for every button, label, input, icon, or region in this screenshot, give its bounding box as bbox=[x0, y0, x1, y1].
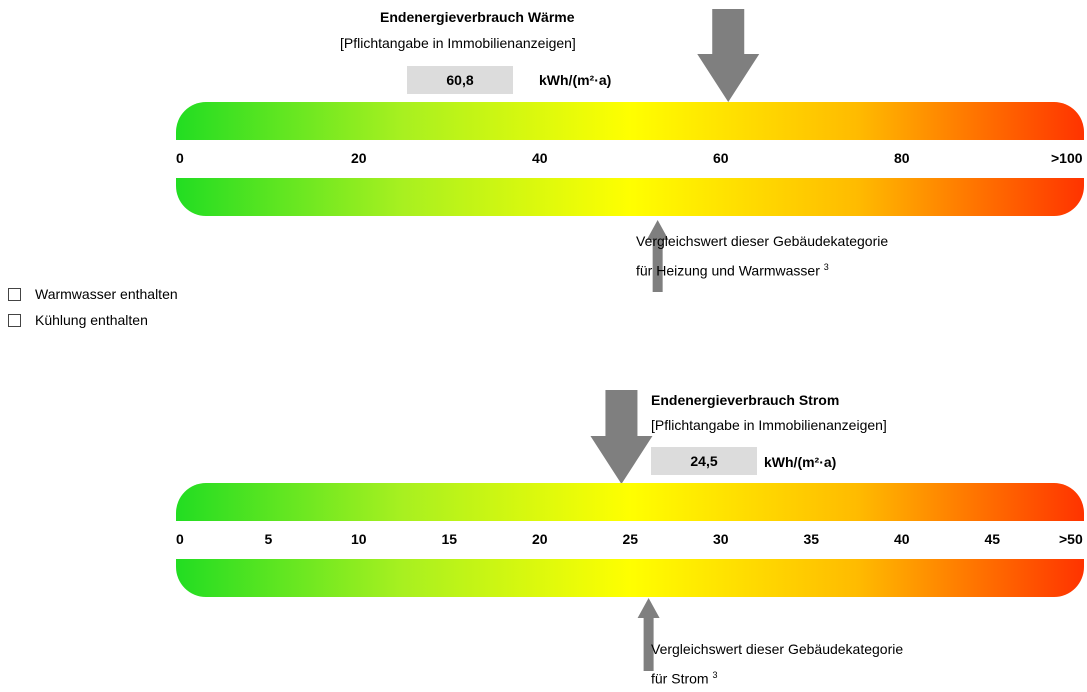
chart1-comparison-footnote: 3 bbox=[823, 262, 829, 272]
chart2-comparison-line2-wrap: für Strom 3 bbox=[651, 662, 903, 692]
chart1-value-box: 60,8 bbox=[407, 66, 513, 94]
chart2-scale-bar-top bbox=[176, 483, 1084, 521]
chart2-tick-label: 10 bbox=[351, 531, 367, 547]
chart2-tick-label: 20 bbox=[532, 531, 548, 547]
chart1-tick-label: 40 bbox=[532, 150, 548, 166]
chart2-tick-label: 15 bbox=[441, 531, 458, 547]
chart1-tick-label: 60 bbox=[713, 150, 729, 166]
checkbox-kuehlung[interactable]: Kühlung enthalten bbox=[8, 312, 148, 328]
chart1-tick-label: >100 bbox=[1051, 150, 1083, 166]
chart2-comparison-line2: für Strom bbox=[651, 670, 709, 687]
chart2-comparison-label: Vergleichswert dieser Gebäudekategorie f… bbox=[651, 636, 903, 692]
chart1-comparison-line2-wrap: für Heizung und Warmwasser 3 bbox=[636, 254, 888, 284]
chart2-title: Endenergieverbrauch Strom bbox=[651, 392, 840, 408]
chart1-value-arrow-shape bbox=[697, 9, 760, 102]
chart2-tick-label: 5 bbox=[264, 531, 273, 547]
chart2-comparison-arrow bbox=[637, 598, 660, 671]
chart1-scale-bar-top bbox=[176, 102, 1084, 140]
chart2-tick-label: >50 bbox=[1059, 531, 1083, 547]
chart2-tick-label: 40 bbox=[894, 531, 910, 547]
chart2-unit: kWh/(m²·a) bbox=[764, 454, 837, 470]
chart2-comparison-footnote: 3 bbox=[712, 670, 718, 680]
chart2-value-arrow-shape bbox=[590, 390, 653, 484]
chart1-comparison-line1: Vergleichswert dieser Gebäudekategorie bbox=[636, 233, 889, 249]
chart2-scale-bar-bottom bbox=[176, 559, 1084, 597]
chart2-subtitle: [Pflichtangabe in Immobilienanzeigen] bbox=[651, 417, 887, 433]
chart2-comparison-line1: Vergleichswert dieser Gebäudekategorie bbox=[651, 641, 904, 657]
checkbox-warmwasser-label: Warmwasser enthalten bbox=[35, 286, 178, 302]
checkbox-warmwasser-box[interactable] bbox=[8, 287, 21, 301]
checkbox-kuehlung-box[interactable] bbox=[8, 313, 21, 327]
chart1-tick-labels: 0 20 40 60 80 >100 bbox=[0, 150, 1087, 170]
chart1-unit: kWh/(m²·a) bbox=[539, 72, 612, 88]
chart2-value-box: 24,5 bbox=[651, 447, 757, 475]
chart2-tick-label: 0 bbox=[176, 531, 184, 547]
chart2-tick-label: 30 bbox=[713, 531, 729, 547]
chart1-tick-label: 0 bbox=[176, 150, 184, 166]
chart1-value-arrow bbox=[590, 9, 760, 671]
checkbox-warmwasser[interactable]: Warmwasser enthalten bbox=[8, 286, 178, 302]
chart1-tick-label: 20 bbox=[351, 150, 367, 166]
chart2-tick-labels: 0 5 10 15 20 25 30 35 40 45 >50 bbox=[0, 531, 1087, 551]
chart1-subtitle: [Pflichtangabe in Immobilienanzeigen] bbox=[340, 35, 576, 51]
chart2-tick-label: 45 bbox=[984, 531, 1001, 547]
chart1-comparison-arrow bbox=[646, 220, 669, 292]
chart1-title: Endenergieverbrauch Wärme bbox=[380, 9, 575, 25]
chart2-tick-label: 35 bbox=[803, 531, 820, 547]
chart1-scale-bar-bottom bbox=[176, 178, 1084, 216]
chart1-comparison-line2: für Heizung und Warmwasser bbox=[636, 262, 820, 279]
chart2-tick-label: 25 bbox=[622, 531, 639, 547]
chart1-comparison-label: Vergleichswert dieser Gebäudekategorie f… bbox=[636, 228, 888, 284]
chart1-tick-label: 80 bbox=[894, 150, 910, 166]
checkbox-kuehlung-label: Kühlung enthalten bbox=[35, 312, 148, 328]
